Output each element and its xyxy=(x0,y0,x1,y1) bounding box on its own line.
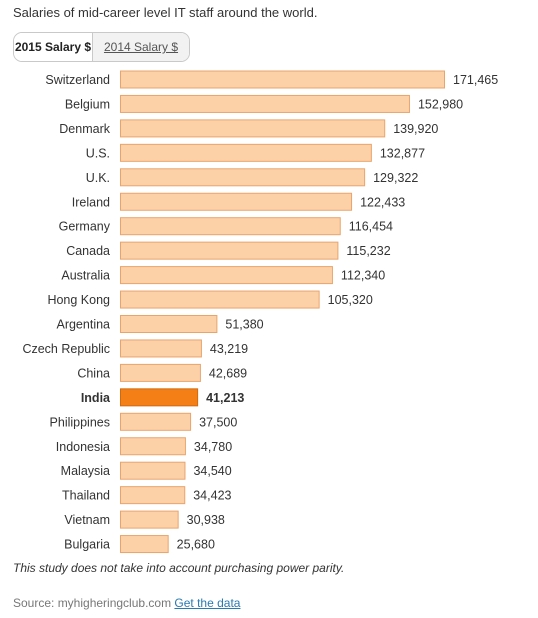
bar xyxy=(120,535,169,554)
bar xyxy=(120,510,179,529)
category-label: Belgium xyxy=(65,97,110,111)
value-label: 34,780 xyxy=(194,440,232,454)
tab-2015-salary[interactable]: 2015 Salary $ xyxy=(14,33,92,61)
category-label: Bulgaria xyxy=(64,538,110,552)
category-label: India xyxy=(81,391,111,405)
value-label: 129,322 xyxy=(373,171,418,185)
value-label: 105,320 xyxy=(328,293,373,307)
category-label: Denmark xyxy=(59,122,110,136)
category-label: Hong Kong xyxy=(47,293,110,307)
category-label: Switzerland xyxy=(45,73,110,87)
value-label: 43,219 xyxy=(210,342,248,356)
value-label: 122,433 xyxy=(360,195,405,209)
bar xyxy=(120,119,386,138)
salary-bar-chart: Switzerland 171,465 Belgium 152,980 Denmark 1… xyxy=(22,70,498,554)
value-label: 116,454 xyxy=(349,220,393,234)
bar xyxy=(120,339,202,358)
category-label: Indonesia xyxy=(56,440,110,454)
category-label: Vietnam xyxy=(64,513,110,527)
chart-title: Salaries of mid-career level IT staff ar… xyxy=(13,5,318,20)
bar xyxy=(120,437,186,456)
category-label: Ireland xyxy=(72,195,110,209)
bar xyxy=(120,94,410,113)
value-label: 152,980 xyxy=(418,97,463,111)
category-label: Czech Republic xyxy=(22,342,110,356)
bar xyxy=(120,363,201,382)
chart-note: This study does not take into account pu… xyxy=(13,561,345,575)
value-label: 42,689 xyxy=(209,366,247,380)
category-label: U.K. xyxy=(86,171,110,185)
bar xyxy=(120,315,218,333)
category-label: Germany xyxy=(59,220,111,234)
value-label: 115,232 xyxy=(346,244,390,258)
source-text: Source: myhigheringclub.com xyxy=(13,596,172,610)
value-label: 30,938 xyxy=(187,513,225,527)
bar xyxy=(120,192,353,211)
value-label: 34,423 xyxy=(193,489,231,503)
category-label: Thailand xyxy=(62,489,110,503)
bar xyxy=(120,143,372,162)
category-label: Argentina xyxy=(56,318,110,332)
bar xyxy=(120,486,186,505)
value-label: 25,680 xyxy=(177,538,215,552)
bar xyxy=(120,217,341,236)
bar xyxy=(120,388,199,407)
value-label: 34,540 xyxy=(193,464,231,478)
get-data-link[interactable]: Get the data xyxy=(174,596,241,610)
salary-year-tabs: 2015 Salary $ 2014 Salary $ xyxy=(13,32,190,62)
value-label: 51,380 xyxy=(225,318,263,332)
category-label: U.S. xyxy=(86,146,110,160)
bar xyxy=(120,290,320,309)
category-label: China xyxy=(77,366,110,380)
category-label: Canada xyxy=(66,244,110,258)
value-label: 171,465 xyxy=(453,73,498,87)
tab-2014-salary[interactable]: 2014 Salary $ xyxy=(92,33,189,61)
bar xyxy=(120,168,366,187)
bar xyxy=(120,461,186,480)
value-label: 132,877 xyxy=(380,146,425,160)
bar xyxy=(120,266,333,285)
bar xyxy=(120,241,339,260)
bar xyxy=(120,412,192,431)
bar xyxy=(120,70,445,89)
value-label: 37,500 xyxy=(199,415,237,429)
category-label: Philippines xyxy=(50,415,110,429)
category-label: Malaysia xyxy=(61,464,110,478)
category-label: Australia xyxy=(61,269,110,283)
source-line: Source: myhigheringclub.com Get the data xyxy=(13,596,240,610)
value-label: 139,920 xyxy=(393,122,438,136)
value-label: 112,340 xyxy=(341,269,385,283)
value-label: 41,213 xyxy=(206,391,244,405)
